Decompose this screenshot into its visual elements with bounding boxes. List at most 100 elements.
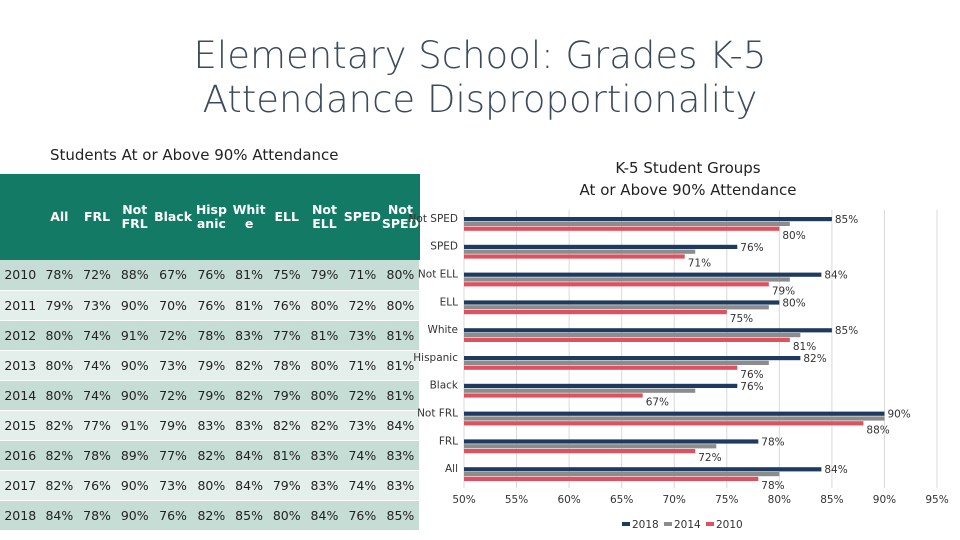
- table-cell-value: 80%: [40, 320, 79, 351]
- table-cell-value: 82%: [230, 380, 268, 411]
- chart-category-labels: Not SPED SPED Not ELL ELL White Hispanic Black…: [409, 213, 459, 475]
- table-cell-year: 2017: [0, 470, 41, 501]
- table-cell-value: 82%: [40, 410, 79, 441]
- legend-label: 2010: [716, 519, 743, 531]
- table-cell-value: 90%: [115, 290, 154, 321]
- table-cell-year: 2010: [0, 260, 41, 291]
- bar-2014: [464, 249, 696, 254]
- table-cell-value: 83%: [381, 470, 420, 501]
- table-cell-value: 80%: [305, 380, 344, 411]
- table-cell-value: 78%: [40, 260, 79, 291]
- chart-title-line1: K-5 Student Groups: [615, 159, 760, 177]
- table-cell-value: 81%: [381, 320, 420, 351]
- bar-2014: [464, 360, 769, 365]
- value-label: 71%: [688, 258, 711, 270]
- table-cell-value: 82%: [267, 410, 306, 441]
- table-cell-value: 81%: [230, 290, 268, 321]
- table-cell-value: 73%: [343, 410, 382, 441]
- value-label: 85%: [835, 214, 858, 226]
- table-header-hispanic: Hisp anic: [192, 174, 231, 260]
- table-cell-value: 72%: [343, 380, 382, 411]
- table-header-not-sped: Not SPED: [381, 174, 420, 260]
- table-cell-value: 85%: [230, 500, 268, 531]
- table-cell-value: 90%: [115, 350, 154, 381]
- table-cell-value: 73%: [153, 350, 193, 381]
- table-cell-value: 80%: [381, 260, 420, 291]
- page-title: Elementary School: Grades K-5 Attendance…: [0, 34, 960, 122]
- value-label: 84%: [824, 270, 847, 282]
- table-cell-value: 84%: [230, 470, 268, 501]
- table-cell-value: 81%: [305, 320, 344, 351]
- chart-title-line2: At or Above 90% Attendance: [580, 181, 797, 199]
- page-title-line1: Elementary School: Grades K-5: [193, 34, 767, 77]
- table-cell-value: 81%: [267, 440, 306, 471]
- value-label: 72%: [698, 452, 721, 464]
- table-cell-value: 73%: [78, 290, 116, 321]
- table-header-ell: ELL: [267, 174, 307, 260]
- table-header-not-frl: Not FRL: [115, 174, 155, 260]
- x-tick-label: 90%: [873, 494, 896, 506]
- table-cell-value: 83%: [192, 410, 231, 441]
- legend-label: 2018: [632, 519, 659, 531]
- table-header-not-ell: Not ELL: [305, 174, 344, 260]
- table-cell-value: 90%: [115, 470, 154, 501]
- table-body: 2010 78% 72% 88% 67% 76% 81% 75% 79% 71% 80% 2011 79…: [0, 260, 420, 531]
- table-cell-value: 79%: [267, 380, 306, 411]
- category-label: Hispanic: [413, 352, 458, 364]
- table-cell-value: 72%: [343, 290, 382, 321]
- bar-2010: [464, 254, 685, 259]
- table-cell-year: 2011: [0, 290, 41, 321]
- chart-x-ticks: 50% 55% 60% 65% 70% 75% 80% 85% 90% 95%: [452, 494, 948, 506]
- table-cell-value: 83%: [305, 440, 344, 471]
- table-cell-value: 80%: [381, 290, 420, 321]
- bar-2010: [464, 337, 790, 342]
- legend-label: 2014: [674, 519, 701, 531]
- table-cell-value: 89%: [115, 440, 154, 471]
- value-label: 76%: [740, 242, 763, 254]
- legend-swatch-2010: [706, 522, 714, 526]
- bar-2010: [464, 421, 864, 426]
- value-label: 81%: [793, 341, 816, 353]
- attendance-table: All FRL Not FRL Black Hisp anic Whit e E…: [0, 174, 420, 531]
- category-label: ELL: [440, 296, 458, 308]
- x-tick-label: 80%: [768, 494, 791, 506]
- category-label: Not ELL: [418, 269, 458, 281]
- category-label: White: [427, 324, 458, 336]
- table-cell-value: 80%: [267, 500, 306, 531]
- table-row: 2018 84% 78% 90% 76% 82% 85% 80% 84% 76% 85%: [0, 500, 420, 531]
- table-cell-value: 84%: [305, 500, 344, 531]
- bar-2018: [464, 356, 801, 361]
- bar-2010: [464, 393, 643, 398]
- table-header-frl: FRL: [78, 174, 117, 260]
- value-label: 76%: [740, 369, 763, 381]
- category-label: All: [445, 463, 458, 475]
- table-row: 2017 82% 76% 90% 73% 80% 84% 79% 83% 74% 83%: [0, 470, 420, 501]
- table-row: 2010 78% 72% 88% 67% 76% 81% 75% 79% 71% 80%: [0, 260, 420, 291]
- value-label: 79%: [772, 285, 795, 297]
- x-tick-label: 95%: [925, 494, 948, 506]
- value-label: 90%: [887, 409, 910, 421]
- table-cell-value: 82%: [192, 500, 231, 531]
- table-cell-year: 2012: [0, 320, 41, 351]
- table-cell-year: 2016: [0, 440, 41, 471]
- value-label: 80%: [782, 297, 805, 309]
- bar-2018: [464, 467, 822, 472]
- bar-2014: [464, 416, 885, 421]
- x-tick-label: 55%: [505, 494, 528, 506]
- value-label: 80%: [782, 230, 805, 242]
- value-label: 82%: [803, 353, 826, 365]
- table-cell-year: 2013: [0, 350, 41, 381]
- table-cell-value: 83%: [305, 470, 344, 501]
- table-cell-value: 83%: [381, 440, 420, 471]
- table-cell-value: 72%: [153, 380, 193, 411]
- table-cell-value: 79%: [305, 260, 344, 291]
- table-cell-value: 67%: [153, 260, 193, 291]
- table-cell-value: 79%: [192, 350, 231, 381]
- table-cell-value: 74%: [78, 380, 116, 411]
- table-cell-value: 73%: [153, 470, 193, 501]
- value-label: 67%: [646, 397, 669, 409]
- table-header-year: [0, 174, 41, 260]
- table-cell-value: 91%: [115, 410, 154, 441]
- table-cell-value: 82%: [40, 470, 79, 501]
- bar-2010: [464, 310, 727, 315]
